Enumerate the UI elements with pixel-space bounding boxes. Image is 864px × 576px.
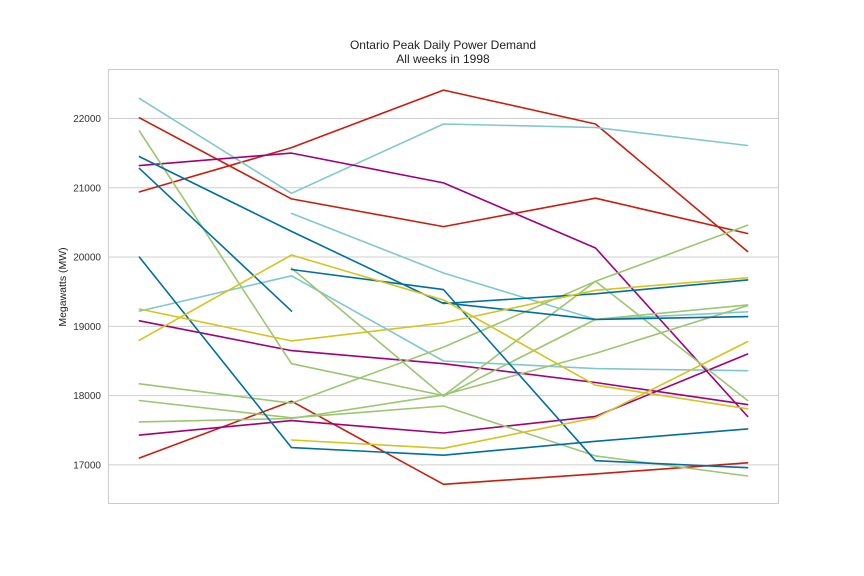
- series-line-13: [138, 304, 749, 423]
- series-line-16: [138, 167, 293, 312]
- chart-title: Ontario Peak Daily Power Demand: [350, 38, 536, 52]
- series-line-7: [138, 152, 749, 418]
- series-line-11: [138, 224, 749, 404]
- series-line-19: [442, 302, 749, 321]
- series-line-1: [138, 117, 749, 235]
- y-tick-label: 19000: [73, 322, 101, 333]
- series-line-4: [138, 97, 749, 195]
- series-line-17: [138, 256, 749, 456]
- y-tick-label: 21000: [73, 183, 101, 194]
- series-line-22: [290, 340, 749, 450]
- series-line-18: [290, 268, 749, 469]
- series-line-15: [138, 155, 749, 305]
- y-tick-label: 17000: [73, 460, 101, 471]
- series-line-10: [138, 130, 749, 402]
- series-line-21: [138, 277, 749, 342]
- series-line-8: [138, 320, 749, 406]
- plot-frame: [108, 69, 779, 504]
- y-axis-ticks: 17000 18000 19000 20000 21000 22000: [73, 114, 101, 471]
- series-line-6: [290, 212, 749, 321]
- y-tick-label: 22000: [73, 114, 101, 125]
- series-lines: [138, 89, 749, 486]
- chart-subtitle: All weeks in 1998: [396, 52, 490, 66]
- y-tick-label: 20000: [73, 253, 101, 264]
- series-line-3: [138, 400, 749, 486]
- grid-lines: [109, 117, 778, 466]
- series-line-9: [138, 353, 749, 436]
- series-line-20: [138, 254, 749, 410]
- y-axis-label: Megawatts (MW): [57, 247, 69, 326]
- y-tick-label: 18000: [73, 391, 101, 402]
